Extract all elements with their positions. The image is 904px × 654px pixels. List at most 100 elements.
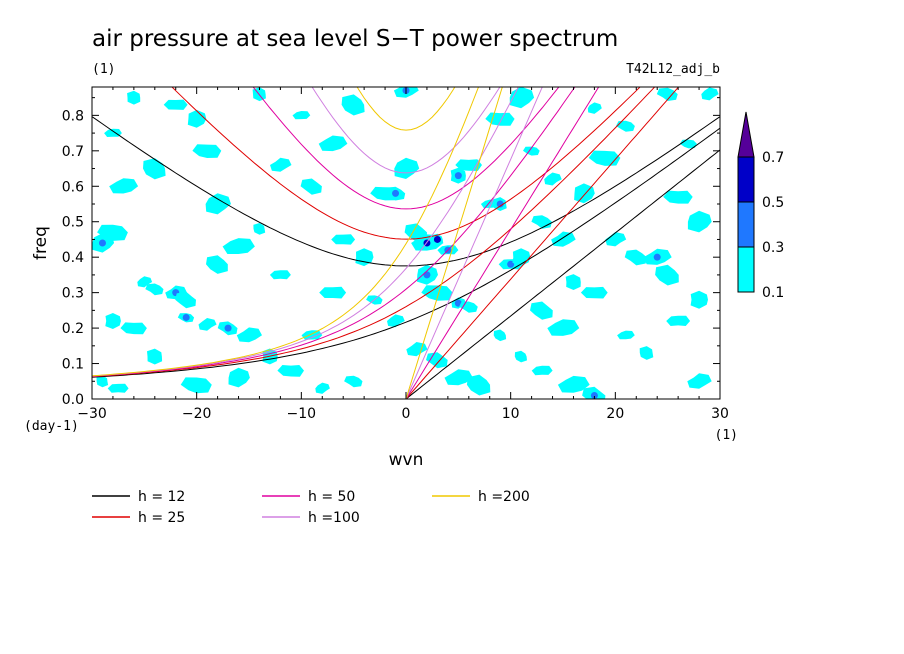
spectrum-patch-core — [507, 260, 515, 268]
spectrum-patch — [485, 112, 515, 126]
y-unit-label: (day-1) — [24, 419, 79, 434]
y-tick-label: 0.7 — [62, 144, 84, 160]
colorbar-label: 0.1 — [762, 285, 784, 301]
spectrum-patch-core — [433, 235, 441, 243]
spectrum-patch — [687, 373, 712, 389]
y-tick-label: 0.6 — [62, 179, 84, 195]
spectrum-patch-core — [590, 391, 598, 399]
spectrum-patch — [315, 382, 330, 394]
spectrum-patch — [206, 255, 228, 274]
legend-label: h =100 — [308, 510, 360, 526]
spectrum-patch — [228, 367, 250, 388]
legend-label: h = 50 — [308, 489, 355, 505]
series-line-ig — [311, 87, 501, 174]
spectrum-patch — [557, 375, 590, 393]
spectrum-patch — [198, 318, 217, 331]
spectrum-patch — [531, 215, 552, 229]
series-line-mrg — [92, 87, 576, 377]
y-tick-label: 0.3 — [62, 286, 84, 302]
spectrum-patch — [192, 144, 222, 158]
colorbar-label: 0.7 — [762, 150, 784, 166]
spectrum-patch — [355, 248, 374, 267]
spectrum-patch-core — [224, 324, 232, 332]
spectrum-patch — [663, 190, 693, 204]
spectrum-patch — [301, 330, 323, 340]
spectrum-patch — [394, 157, 420, 179]
x-tick-label: 0 — [402, 406, 411, 422]
spectrum-patch — [180, 377, 212, 394]
spectrum-patch — [514, 350, 527, 363]
spectrum-patch — [580, 286, 608, 299]
run-label: T42L12_adj_b — [626, 62, 720, 77]
legend-label: h = 25 — [138, 510, 185, 526]
spectrum-patch — [127, 90, 141, 105]
spectrum-patch — [656, 87, 678, 101]
series-line-mrg — [92, 87, 519, 377]
spectrum-patch — [143, 158, 166, 180]
spectrum-patch-core — [182, 313, 190, 321]
spectrum-patch — [687, 210, 712, 233]
colorbar-label: 0.3 — [762, 240, 784, 256]
y-tick-label: 0.2 — [62, 321, 84, 337]
series-line-kelvin — [405, 87, 543, 399]
spectrum-patch — [253, 223, 266, 235]
spectrum-patch — [459, 301, 478, 313]
spectrum-patch — [96, 375, 109, 388]
colorbar: 0.1 0.3 0.5 0.7 — [737, 111, 784, 301]
y-tick-label: 0.1 — [62, 357, 84, 373]
spectrum-patch — [269, 270, 291, 280]
x-tick-label: 10 — [502, 406, 520, 422]
spectrum-patch — [624, 249, 647, 266]
spectrum-patch — [344, 375, 363, 388]
series-line-ig — [356, 87, 456, 131]
spectrum-patch-core — [496, 200, 504, 208]
spectrum-patch — [565, 274, 581, 290]
spectrum-patch — [605, 232, 627, 247]
spectrum-patch — [137, 276, 153, 288]
spectrum-patch — [455, 159, 482, 171]
x-axis-label: wvn — [389, 450, 424, 470]
legend-label: h =200 — [478, 489, 530, 505]
spectrum-patch — [493, 329, 507, 342]
spectrum-patch — [701, 87, 719, 101]
spectrum-patch — [587, 102, 602, 114]
spectrum-patch — [421, 285, 453, 301]
x-axis: −30 −20 −10 0 10 20 30 — [77, 87, 729, 422]
spectrum-patch — [341, 94, 365, 116]
spectrum-patch — [205, 193, 231, 215]
spectrum-patch — [544, 172, 562, 186]
spectrum-patch — [690, 290, 708, 309]
chart-subtitle: (1) — [92, 62, 115, 77]
series-line-mrg — [92, 127, 720, 378]
spectrum-patch — [655, 264, 679, 286]
spectrum-patch-core — [423, 271, 431, 279]
spectrum-patch — [406, 342, 428, 357]
spectrum-patch-core — [392, 189, 400, 197]
spectrum-patch — [531, 365, 553, 376]
spectrum-patch — [319, 286, 347, 299]
colorbar-segment — [737, 246, 755, 293]
series-line-ig — [252, 87, 560, 210]
spectrum-patch — [222, 238, 255, 254]
spectrum-patch — [187, 109, 207, 128]
spectrum-patch — [175, 291, 196, 309]
spectrum-patch — [107, 383, 129, 393]
series-line-kelvin — [405, 87, 503, 399]
spectrum-patch — [300, 178, 322, 195]
spectrum-patch — [530, 301, 553, 320]
y-tick-label: 0.5 — [62, 215, 84, 231]
series-line-kelvin — [405, 87, 600, 399]
legend-label: h = 12 — [138, 489, 185, 505]
spectrum-patch — [120, 322, 147, 335]
colorbar-label: 0.5 — [762, 195, 784, 211]
spectrum-patch — [617, 330, 635, 340]
spectrum-patch — [387, 314, 405, 328]
spectrum-patch — [277, 365, 304, 377]
spectrum-patch — [105, 313, 121, 329]
x-tick-label: −30 — [77, 406, 107, 422]
legend: h = 12 h = 25 h = 50 h =100 h =200 — [92, 489, 530, 526]
y-tick-label: 0.0 — [62, 392, 84, 408]
y-axis-label: freq — [31, 226, 51, 260]
x-tick-label: 20 — [606, 406, 624, 422]
spectrum-patch — [616, 120, 635, 132]
